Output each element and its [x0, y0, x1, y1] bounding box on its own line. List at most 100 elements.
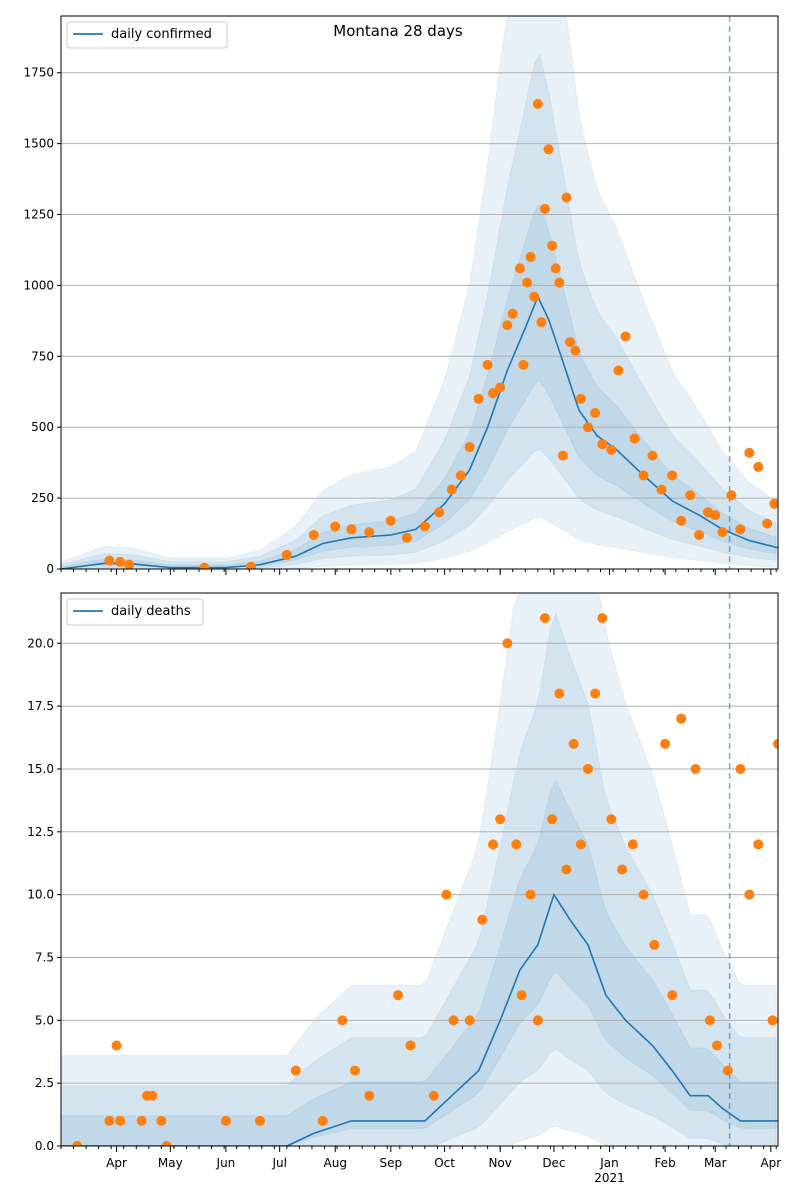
- confirmed-point: [543, 144, 554, 155]
- deaths-point: [735, 763, 746, 774]
- deaths-ytick-label: 0.0: [35, 1139, 54, 1153]
- confirmed-point: [582, 422, 593, 433]
- confirmed-legend-box: [66, 21, 228, 49]
- confirmed-legend: daily confirmed: [66, 21, 228, 49]
- deaths-point: [744, 889, 755, 900]
- confirmed-point: [769, 498, 778, 509]
- deaths-point: [561, 864, 572, 875]
- confirmed-point: [550, 263, 561, 274]
- deaths-xtick-label: Mar: [704, 1156, 727, 1170]
- deaths-xtick-label: Nov: [488, 1156, 511, 1170]
- confirmed-point: [547, 240, 558, 251]
- deaths-xtick-label: Apr: [760, 1156, 781, 1170]
- deaths-point: [441, 889, 452, 900]
- deaths-point: [690, 763, 701, 774]
- deaths-point: [220, 1115, 231, 1126]
- deaths-point: [136, 1115, 147, 1126]
- deaths-point: [568, 738, 579, 749]
- deaths-point: [627, 839, 638, 850]
- confirmed-point: [557, 450, 568, 461]
- confirmed-axes-frame: [60, 15, 779, 570]
- deaths-point: [392, 990, 403, 1001]
- confirmed-point: [525, 252, 536, 263]
- deaths-xtick-label: May: [158, 1156, 183, 1170]
- confirmed-point: [330, 521, 341, 532]
- deaths-point: [667, 990, 678, 1001]
- confirmed-point: [455, 470, 466, 481]
- confirmed-point: [561, 192, 572, 203]
- deaths-panel: 0.0 2.5 5.0 7.5 10.0 12.5 15.0 17.5 20.0 Apr May Ju…: [27, 592, 781, 1185]
- confirmed-point: [364, 527, 375, 538]
- confirmed-point: [446, 484, 457, 495]
- deaths-point: [525, 889, 536, 900]
- deaths-point: [290, 1065, 301, 1076]
- confirmed-point: [104, 555, 115, 566]
- confirmed-point: [346, 524, 357, 535]
- deaths-axes-frame: [60, 592, 779, 1147]
- confirmed-ytick-label: 500: [31, 420, 54, 434]
- deaths-point: [532, 1015, 543, 1026]
- deaths-xtick-label: Apr: [106, 1156, 127, 1170]
- deaths-point: [464, 1015, 475, 1026]
- confirmed-point: [726, 490, 737, 501]
- confirmed-point: [606, 444, 617, 455]
- deaths-xtick-label: Jul: [271, 1156, 286, 1170]
- confirmed-point: [401, 532, 412, 543]
- confirmed-point: [735, 524, 746, 535]
- deaths-xtick-label: Oct: [434, 1156, 455, 1170]
- confirmed-point: [502, 320, 513, 331]
- confirmed-point: [385, 515, 396, 526]
- deaths-xtick-label: Aug: [324, 1156, 347, 1170]
- confirmed-ticks: 0 250 500 750 1000 1250 1500 1750: [23, 66, 777, 576]
- confirmed-point: [518, 359, 529, 370]
- deaths-point: [349, 1065, 360, 1076]
- confirmed-point: [281, 549, 292, 560]
- deaths-point: [554, 688, 565, 699]
- confirmed-point: [539, 203, 550, 214]
- deaths-point: [147, 1090, 158, 1101]
- deaths-point: [502, 638, 513, 649]
- confirmed-band-1: [61, 53, 777, 569]
- deaths-ticks: 0.0 2.5 5.0 7.5 10.0 12.5 15.0 17.5 20.0 Apr May Ju…: [27, 636, 781, 1185]
- confirmed-point: [514, 263, 525, 274]
- deaths-legend-label: daily deaths: [111, 604, 191, 619]
- deaths-xtick-label: Jun: [216, 1156, 236, 1170]
- deaths-legend: daily deaths: [66, 598, 204, 626]
- confirmed-point: [464, 442, 475, 453]
- confirmed-point: [647, 450, 658, 461]
- deaths-ytick-label: 17.5: [27, 699, 54, 713]
- confirmed-gridlines: [61, 72, 778, 499]
- confirmed-point: [536, 317, 547, 328]
- confirmed-point: [676, 515, 687, 526]
- confirmed-ytick-label: 750: [31, 349, 54, 363]
- deaths-point: [428, 1090, 439, 1101]
- deaths-band-0: [61, 593, 777, 1146]
- deaths-series-line: [61, 892, 778, 1146]
- confirmed-ytick-label: 250: [31, 491, 54, 505]
- confirmed-point: [434, 507, 445, 518]
- deaths-point: [617, 864, 628, 875]
- deaths-point: [111, 1040, 122, 1051]
- confirmed-point: [613, 365, 624, 376]
- deaths-point: [676, 713, 687, 724]
- deaths-year-label: 2021: [594, 1171, 625, 1185]
- deaths-marks: [61, 613, 778, 1146]
- confirmed-point: [419, 521, 430, 532]
- deaths-point: [590, 688, 601, 699]
- deaths-point: [104, 1115, 115, 1126]
- deaths-point: [704, 1015, 715, 1026]
- confirmed-point: [522, 277, 533, 288]
- deaths-point: [575, 839, 586, 850]
- confirmed-point: [124, 559, 135, 569]
- confirmed-point: [487, 388, 498, 399]
- confirmed-ytick-label: 0: [46, 562, 54, 576]
- confirmed-ytick-label: 1750: [23, 66, 54, 80]
- deaths-point: [254, 1115, 265, 1126]
- confirmed-point: [694, 529, 705, 540]
- deaths-point: [115, 1115, 126, 1126]
- deaths-point: [161, 1141, 172, 1146]
- deaths-ytick-label: 5.0: [35, 1013, 54, 1027]
- deaths-point: [606, 814, 617, 825]
